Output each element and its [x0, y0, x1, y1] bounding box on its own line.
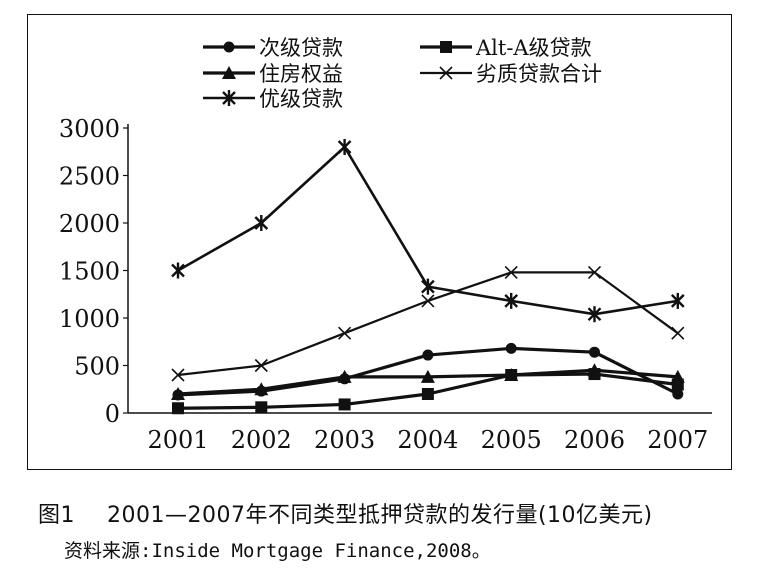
data-point — [672, 388, 684, 400]
x-tick-label: 2007 — [647, 426, 708, 454]
data-point — [171, 368, 185, 382]
data-point — [172, 402, 184, 415]
data-point — [505, 342, 517, 354]
data-point — [670, 369, 685, 383]
legend-marker — [222, 90, 236, 106]
series-4 — [171, 265, 685, 382]
data-point — [420, 369, 435, 383]
series-5 — [171, 139, 685, 323]
source-note: 资料来源:Inside Mortgage Finance,2008。 — [64, 540, 491, 562]
axes: 0 500 1000 1500 2000 2500 3000 2001 2002 2003 2004… — [59, 115, 712, 454]
data-point — [254, 358, 268, 373]
data-point — [589, 346, 600, 358]
y-tick-label: 500 — [74, 353, 120, 381]
legend-entry: 住房权益 — [203, 62, 343, 86]
legend-entry: 次级贷款 — [203, 36, 343, 60]
data-point — [587, 363, 602, 377]
legend-entry: 劣质贷款合计 — [420, 62, 602, 86]
x-tick-label: 2003 — [314, 426, 375, 454]
y-tick-label: 2000 — [59, 210, 120, 238]
data-point — [254, 215, 269, 231]
data-point — [338, 398, 351, 411]
x-tick-label: 2005 — [481, 426, 542, 454]
legend-marker — [440, 41, 452, 53]
x-tick-label: 2001 — [147, 426, 208, 454]
series-3 — [171, 363, 685, 400]
series-layer — [171, 139, 685, 415]
data-point — [671, 326, 685, 340]
y-tick-label: 3000 — [59, 115, 120, 143]
legend-label: 劣质贷款合计 — [476, 62, 602, 86]
data-point — [337, 139, 352, 155]
y-tick-label: 1000 — [59, 305, 120, 333]
data-point — [421, 388, 434, 400]
data-point — [422, 349, 434, 361]
data-point — [504, 265, 518, 279]
data-point — [587, 265, 602, 279]
data-point — [337, 369, 352, 383]
data-point — [338, 326, 352, 340]
legend-marker — [223, 41, 235, 53]
data-point — [670, 292, 685, 309]
figure-title: 2001—2007年不同类型抵押贷款的发行量(10亿美元) — [107, 503, 653, 528]
legend-label: Alt-A级贷款 — [475, 36, 592, 60]
x-tick-label: 2002 — [231, 426, 292, 454]
figure-label: 图1 — [38, 503, 75, 528]
legend-entry: Alt-A级贷款 — [420, 36, 592, 60]
legend-label: 住房权益 — [259, 62, 343, 86]
y-tick-label: 0 — [105, 400, 120, 428]
data-point — [421, 278, 435, 295]
legend-label: 次级贷款 — [259, 36, 343, 60]
legend-marker — [439, 66, 453, 80]
data-point — [504, 292, 519, 309]
line-chart: 0 500 1000 1500 2000 2500 3000 2001 2002 2003 2004… — [59, 36, 712, 454]
data-point — [504, 368, 519, 381]
legend-entry: 优级贷款 — [203, 87, 343, 111]
data-point — [255, 401, 268, 414]
y-tick-label: 1500 — [59, 258, 120, 286]
x-tick-label: 2004 — [397, 426, 458, 454]
x-tick-label: 2006 — [564, 426, 625, 454]
data-point — [587, 306, 602, 323]
data-point — [171, 387, 185, 400]
legend-marker — [222, 66, 236, 79]
data-point — [171, 262, 185, 279]
y-tick-label: 2500 — [59, 163, 120, 191]
data-point — [421, 294, 435, 308]
figure-caption: 图1 2001—2007年不同类型抵押贷款的发行量(10亿美元) — [38, 497, 653, 529]
chart-frame — [27, 14, 732, 470]
legend-label: 优级贷款 — [259, 87, 343, 111]
data-point — [254, 382, 269, 396]
